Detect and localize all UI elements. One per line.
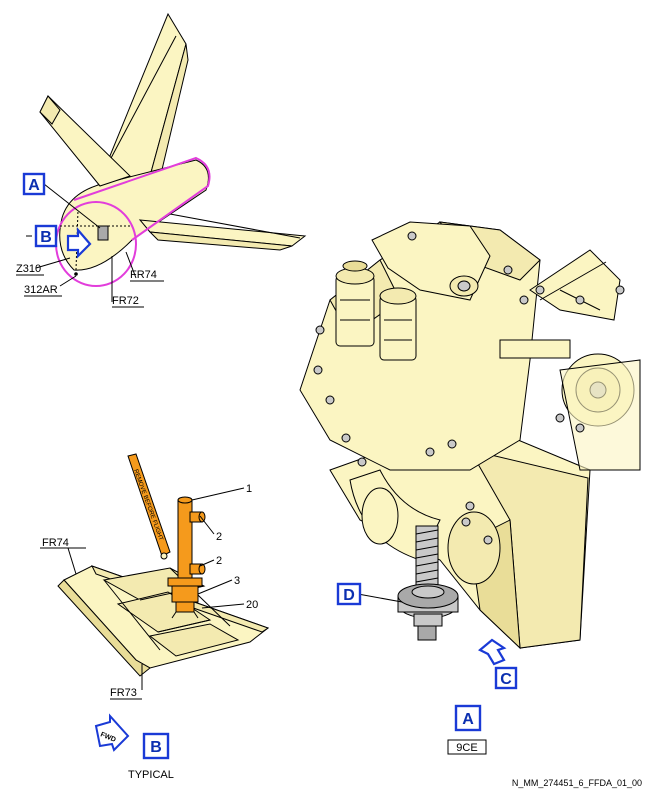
view-a-title-label: A xyxy=(462,711,474,728)
callout-a-overview-label: A xyxy=(28,177,40,194)
streamer-label: REMOVE BEFORE FLIGHT xyxy=(132,469,164,542)
callout-b-overview-label: B xyxy=(40,229,52,246)
zone-9ce-label: 9CE xyxy=(456,742,477,754)
callout-d[interactable]: D xyxy=(336,582,362,606)
typical-label: TYPICAL xyxy=(128,769,174,781)
label-fr74-overview: FR74 xyxy=(130,269,157,281)
remove-before-flight-streamer: REMOVE BEFORE FLIGHT xyxy=(127,453,171,560)
callout-a-overview[interactable]: A xyxy=(22,172,46,196)
label-312ar: 312AR xyxy=(24,284,58,296)
zone-9ce-box: 9CE xyxy=(447,739,487,755)
callout-c[interactable]: C xyxy=(494,666,518,690)
pitch-trim-actuator-assembly xyxy=(299,221,641,650)
view-c-arrow-icon xyxy=(478,638,507,666)
item-2-lower-label: 2 xyxy=(216,555,222,567)
item-20-label: 20 xyxy=(246,599,258,611)
torque-shaft xyxy=(499,339,571,359)
support-bracket xyxy=(529,249,621,321)
callout-c-label: C xyxy=(500,671,512,688)
label-z310: Z310 xyxy=(16,263,41,275)
flow-arrow-icon xyxy=(66,227,92,259)
view-b-title-callout[interactable]: B xyxy=(142,732,170,760)
item-2-upper-label: 2 xyxy=(216,531,222,543)
label-fr72: FR72 xyxy=(112,295,139,307)
fwd-arrow-icon: FWD xyxy=(94,713,130,752)
lock-pin-tool xyxy=(167,496,206,619)
motor-right xyxy=(379,287,417,361)
tail-overview xyxy=(26,12,307,302)
label-fr73: FR73 xyxy=(110,687,137,699)
rear-fuselage xyxy=(59,159,209,271)
motor-left xyxy=(335,260,375,347)
item-1-label: 1 xyxy=(246,483,252,495)
tool-collar xyxy=(167,577,203,587)
lock-component xyxy=(97,225,109,241)
label-fr74-detail: FR74 xyxy=(42,537,69,549)
callout-d-label: D xyxy=(343,587,355,604)
callout-b-overview[interactable]: B xyxy=(34,224,58,248)
bolts xyxy=(313,231,625,545)
item-3-label: 3 xyxy=(234,575,240,587)
drawing-reference: N_MM_274451_6_FFDA_01_00 xyxy=(512,778,642,788)
view-a-title-callout[interactable]: A xyxy=(454,704,482,732)
view-b-title-label: B xyxy=(150,739,162,756)
